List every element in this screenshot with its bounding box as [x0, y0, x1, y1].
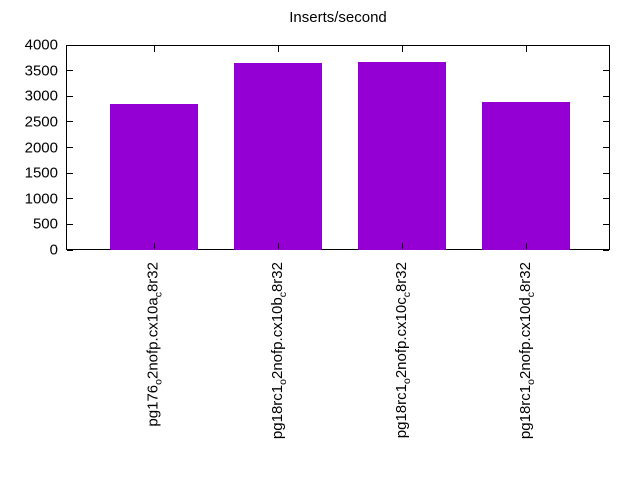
- y-tick-mark-left: [67, 198, 73, 200]
- x-tick-mark-bottom: [278, 243, 279, 249]
- x-tick-mark-top: [402, 46, 403, 52]
- x-category-label: pg176o2nofp.cx10ac8r32: [145, 262, 165, 427]
- x-tick-mark-top: [278, 46, 279, 52]
- y-tick-label: 1500: [24, 164, 58, 182]
- y-tick-mark-left: [67, 147, 73, 148]
- y-tick-mark-left: [67, 249, 73, 251]
- y-tick-label: 3500: [24, 62, 58, 80]
- y-tick-mark-right: [603, 95, 609, 97]
- y-tick-label: 3000: [24, 87, 58, 105]
- y-tick-mark-left: [67, 172, 73, 174]
- x-tick-mark-bottom: [526, 243, 527, 249]
- x-tick-mark-top: [526, 46, 527, 52]
- y-tick-mark-left: [67, 95, 73, 97]
- x-tick-mark-bottom: [154, 243, 155, 249]
- x-category-label: pg18rc1o2nofp.cx10dc8r32: [517, 262, 537, 440]
- x-tick-mark-bottom: [402, 243, 403, 249]
- x-tick-mark-top: [154, 46, 155, 52]
- y-tick-label: 0: [49, 241, 58, 259]
- y-tick-label: 500: [32, 215, 58, 233]
- x-category-label: pg18rc1o2nofp.cx10cc8r32: [393, 262, 413, 439]
- y-tick-mark-right: [603, 198, 609, 200]
- y-tick-mark-left: [67, 70, 73, 72]
- y-tick-label: 2000: [24, 139, 58, 156]
- y-tick-mark-left: [67, 44, 73, 46]
- y-tick-label: 4000: [24, 36, 58, 54]
- y-tick-mark-right: [603, 147, 609, 148]
- y-tick-label: 1000: [24, 190, 58, 208]
- chart-title: Inserts/second: [289, 9, 387, 26]
- y-tick-mark-right: [603, 172, 609, 174]
- y-tick-mark-right: [603, 44, 609, 46]
- y-tick-mark-left: [67, 121, 73, 123]
- y-tick-mark-right: [603, 223, 609, 225]
- y-tick-mark-right: [603, 70, 609, 72]
- y-tick-mark-left: [67, 223, 73, 225]
- y-tick-mark-right: [603, 249, 609, 251]
- bar: [110, 104, 198, 250]
- x-category-label: pg18rc1o2nofp.cx10bc8r32: [269, 262, 289, 440]
- bar: [358, 62, 446, 250]
- y-tick-label: 2500: [24, 113, 58, 131]
- plot-area: [66, 45, 610, 250]
- bar: [482, 102, 570, 250]
- bar: [234, 63, 322, 250]
- y-tick-mark-right: [603, 121, 609, 123]
